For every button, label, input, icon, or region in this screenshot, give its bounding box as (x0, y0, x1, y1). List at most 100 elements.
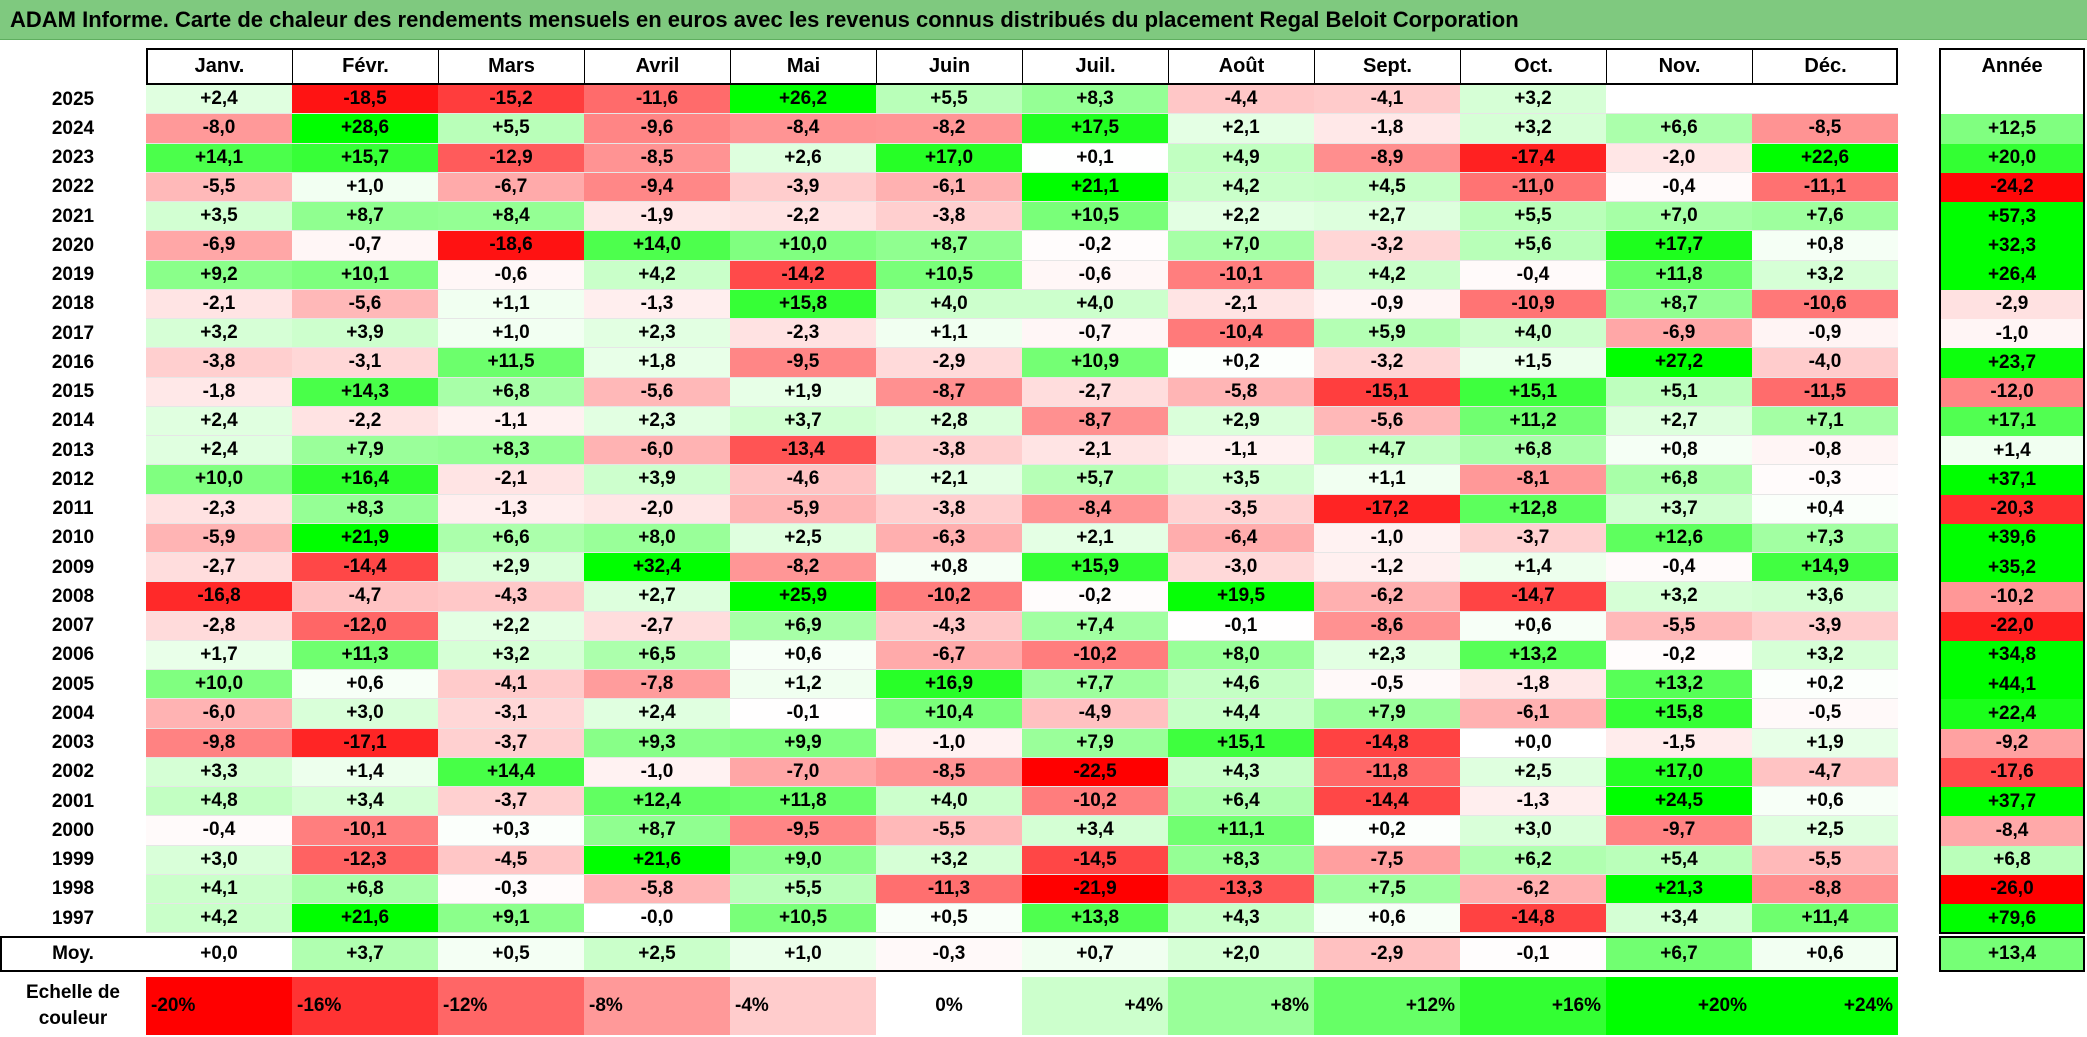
heatmap-cell: +21,9 (292, 523, 438, 553)
heatmap-cell: -0,6 (438, 260, 584, 290)
month-header: Sept. (1314, 48, 1460, 84)
heatmap-cell: +3,2 (1606, 582, 1752, 612)
month-header: Oct. (1460, 48, 1606, 84)
heatmap-cell: -2,3 (730, 319, 876, 349)
heatmap-cell: +3,0 (1460, 816, 1606, 846)
heatmap-cell: +19,5 (1168, 582, 1314, 612)
color-scale-swatch: +16% (1460, 977, 1606, 1035)
heatmap-cell: -11,8 (1314, 757, 1460, 787)
heatmap-cell: +3,6 (1752, 582, 1898, 612)
heatmap-cell: +8,3 (438, 436, 584, 466)
heatmap-cell: +3,9 (292, 319, 438, 349)
heatmap-cell: +5,5 (876, 85, 1022, 115)
heatmap-cell: +13,2 (1606, 670, 1752, 700)
color-scale-swatch: +24% (1752, 977, 1898, 1035)
heatmap-cell: +3,2 (1752, 260, 1898, 290)
year-total-cell: -2,9 (1939, 289, 2085, 319)
heatmap-cell: -14,2 (730, 260, 876, 290)
heatmap-cell: -14,5 (1022, 845, 1168, 875)
heatmap-cell: +1,9 (1752, 728, 1898, 758)
heatmap-cell: +16,9 (876, 670, 1022, 700)
heatmap-cell: -4,1 (1314, 85, 1460, 115)
heatmap-cell: +1,9 (730, 377, 876, 407)
heatmap-cell: -11,0 (1460, 172, 1606, 202)
heatmap-cell: +24,5 (1606, 787, 1752, 817)
heatmap-cell: -0,4 (146, 816, 292, 846)
heatmap-cell: +7,4 (1022, 611, 1168, 641)
heatmap-cell: -6,1 (876, 172, 1022, 202)
heatmap-cell: +0,2 (1752, 670, 1898, 700)
year-total-cell: -9,2 (1939, 728, 2085, 758)
heatmap-cell: +10,9 (1022, 348, 1168, 378)
heatmap-cell: -2,1 (146, 289, 292, 319)
year-total-cell: -12,0 (1939, 377, 2085, 407)
heatmap-cell: +10,1 (292, 260, 438, 290)
heatmap-cell: -8,5 (1752, 114, 1898, 144)
heatmap-cell: +0,6 (730, 640, 876, 670)
average-cell: -2,9 (1314, 936, 1460, 973)
average-cell: +1,0 (730, 936, 876, 973)
heatmap-cell: +4,0 (876, 289, 1022, 319)
heatmap-cell: +11,8 (730, 787, 876, 817)
row-year-label: 2016 (51, 351, 95, 373)
average-cell: +0,7 (1022, 936, 1168, 973)
heatmap-cell: +3,5 (1168, 465, 1314, 495)
heatmap-cell: -8,9 (1314, 143, 1460, 173)
heatmap-cell: +15,1 (1168, 728, 1314, 758)
heatmap-cell: +2,4 (146, 406, 292, 436)
heatmap-cell: +1,5 (1460, 348, 1606, 378)
heatmap-cell: -0,1 (1168, 611, 1314, 641)
heatmap-cell: +4,1 (146, 874, 292, 904)
report-title: ADAM Informe. Carte de chaleur des rende… (0, 0, 2087, 40)
heatmap-cell: -0,1 (730, 699, 876, 729)
heatmap-cell: -21,9 (1022, 874, 1168, 904)
row-year-label: 2019 (51, 264, 95, 286)
heatmap-cell: +4,4 (1168, 699, 1314, 729)
month-header: Nov. (1606, 48, 1752, 84)
year-total-cell: +34,8 (1939, 640, 2085, 670)
heatmap-cell: -2,2 (292, 406, 438, 436)
heatmap-cell: +7,0 (1168, 231, 1314, 261)
heatmap-cell: -0,3 (1752, 465, 1898, 495)
heatmap-cell: -17,1 (292, 728, 438, 758)
heatmap-cell: +4,2 (1314, 260, 1460, 290)
heatmap-cell: +17,5 (1022, 114, 1168, 144)
average-cell: +3,7 (292, 936, 438, 973)
heatmap-cell: -14,8 (1460, 904, 1606, 934)
heatmap-cell: +8,7 (584, 816, 730, 846)
year-total-cell: +20,0 (1939, 143, 2085, 173)
year-total-cell: +23,7 (1939, 348, 2085, 378)
heatmap-cell: +2,4 (146, 85, 292, 115)
heatmap-cell: -1,8 (1314, 114, 1460, 144)
heatmap-cell: +14,9 (1752, 553, 1898, 583)
month-header: Juil. (1022, 48, 1168, 84)
heatmap-cell: -17,4 (1460, 143, 1606, 173)
heatmap-cell (1752, 85, 1898, 115)
heatmap-cell: -4,0 (1752, 348, 1898, 378)
row-year-label: 2001 (51, 790, 95, 812)
heatmap-cell: +3,2 (438, 640, 584, 670)
heatmap-cell: +25,9 (730, 582, 876, 612)
color-scale-swatch: -8% (584, 977, 730, 1035)
heatmap-cell: +4,8 (146, 787, 292, 817)
heatmap-cell: -1,3 (438, 494, 584, 524)
heatmap-cell: +5,5 (730, 874, 876, 904)
heatmap-cell: +4,3 (1168, 757, 1314, 787)
color-scale-label: Echelle de couleur (26, 982, 120, 1029)
heatmap-cell: +3,2 (1460, 114, 1606, 144)
year-total-cell: +26,4 (1939, 260, 2085, 290)
heatmap-cell: -7,0 (730, 757, 876, 787)
heatmap-cell: +8,3 (1168, 845, 1314, 875)
year-total-cell: -8,4 (1939, 816, 2085, 846)
heatmap-cell: -0,5 (1752, 699, 1898, 729)
heatmap-cell: -2,7 (1022, 377, 1168, 407)
heatmap-cell: -4,7 (1752, 757, 1898, 787)
heatmap-cell: -1,1 (438, 406, 584, 436)
heatmap-cell: +1,1 (1314, 465, 1460, 495)
month-header: Juin (876, 48, 1022, 84)
heatmap-cell: -4,1 (438, 670, 584, 700)
row-year-label: 2013 (51, 439, 95, 461)
heatmap-cell: +15,9 (1022, 553, 1168, 583)
heatmap-cell: +10,4 (876, 699, 1022, 729)
heatmap-cell: -12,9 (438, 143, 584, 173)
